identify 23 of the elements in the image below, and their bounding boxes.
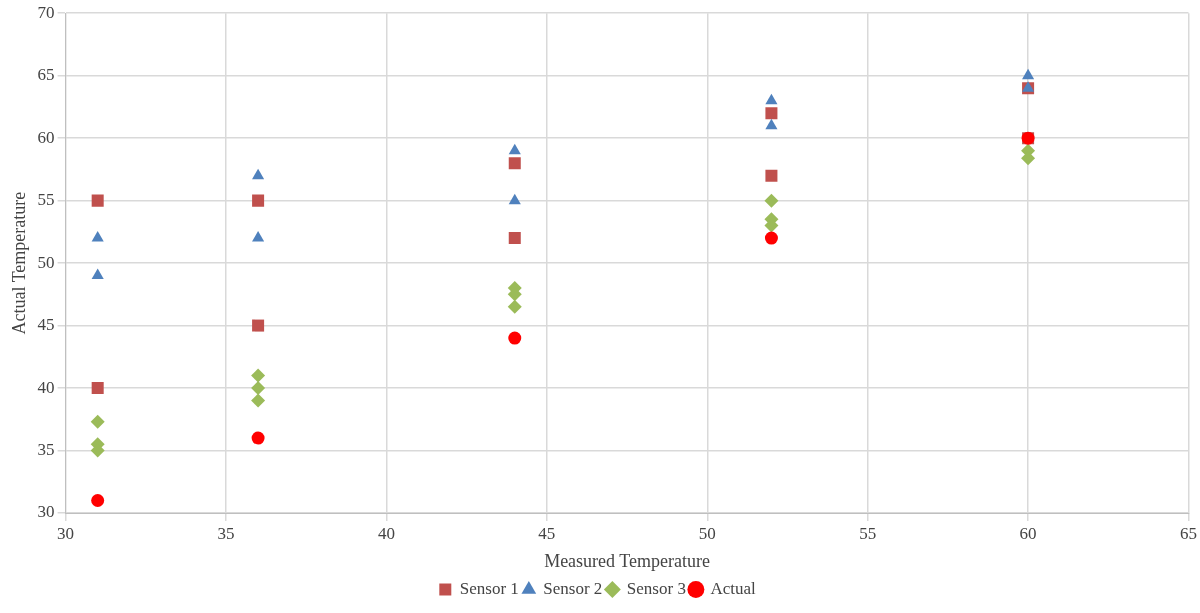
x-tick-label: 55 [859, 523, 877, 543]
legend-label: Actual [710, 578, 756, 598]
legend-label: Sensor 3 [626, 578, 686, 598]
y-tick-label: 50 [37, 252, 55, 272]
x-tick-label: 60 [1019, 523, 1037, 543]
x-tick-label: 30 [57, 523, 75, 543]
y-tick-label: 55 [37, 190, 55, 210]
x-tick-label: 40 [377, 523, 395, 543]
x-tick-label: 35 [217, 523, 235, 543]
y-tick-label: 70 [37, 2, 55, 22]
legend-label: Sensor 1 [459, 578, 519, 598]
x-tick-label: 45 [538, 523, 556, 543]
x-tick-label: 65 [1180, 523, 1197, 543]
y-tick-label: 65 [37, 65, 55, 85]
y-tick-label: 60 [37, 127, 55, 147]
x-tick-label: 50 [698, 523, 716, 543]
legend-label: Sensor 2 [543, 578, 603, 598]
y-axis-title: Actual Temperature [8, 191, 29, 335]
x-axis-title: Measured Temperature [544, 550, 710, 571]
y-tick-label: 30 [37, 502, 55, 522]
y-tick-label: 35 [37, 439, 55, 459]
y-tick-label: 40 [37, 377, 55, 397]
y-tick-label: 45 [37, 315, 55, 335]
